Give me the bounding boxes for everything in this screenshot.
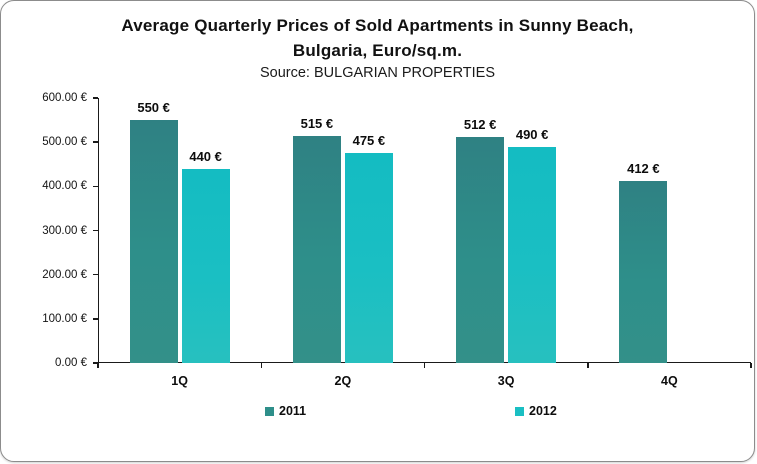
legend-item-2011: 2011 [265,404,306,418]
bar-2011-4q [619,181,668,363]
bar-group-2q: 515 € 475 € [261,98,424,363]
bar-2011-1q [129,120,178,363]
bar-2011-3q [456,136,505,363]
legend-swatch-2012 [515,406,524,416]
y-axis-tick-label: 400.00 € [42,180,87,193]
chart-title-line2: Bulgaria, Euro/sq.m. [292,40,463,60]
chart-title: Average Quarterly Prices of Sold Apartme… [1,14,754,63]
bar-value-label: 440 € [189,148,222,164]
y-axis-tick-label: 500.00 € [42,136,87,149]
y-axis-tick-label: 200.00 € [42,268,87,281]
y-axis-tick-mark [93,141,98,143]
legend-swatch-2011 [265,406,274,416]
y-axis-tick-mark [93,229,98,232]
legend-label-2012: 2012 [529,404,557,418]
bar-group-4q: 412 € [588,98,751,363]
bar-value-label: 550 € [137,100,170,116]
bar-value-label: 475 € [352,133,386,149]
x-axis-tick-mark [423,363,426,368]
plot-area [98,98,751,363]
bar-value-label: 515 € [300,115,334,131]
chart-title-line1: Average Quarterly Prices of Sold Apartme… [121,16,634,35]
x-axis-label-2q: 2Q [334,374,352,388]
bar-2012-3q [508,146,557,363]
y-axis-tick-mark [93,273,98,276]
x-axis-tick-mark [587,363,589,368]
y-axis-tick-label: 100.00 € [42,312,87,325]
y-axis-tick-mark [93,362,98,364]
y-axis-tick-label: 300.00 € [42,224,87,237]
bar-group-1q: 550 € 440 € [98,98,261,363]
bar-value-label: 412 € [627,161,660,177]
chart-source: Source: BULGARIAN PROPERTIES [259,65,496,81]
x-axis-label-4q: 4Q [661,374,678,388]
bar-2012-2q [344,153,393,363]
bar-2011-2q [292,135,341,363]
y-axis-tick-mark [93,318,98,320]
x-axis-tick-mark [260,363,262,368]
bar-value-label: 490 € [515,126,549,142]
y-axis-tick-mark [93,97,98,99]
y-axis-tick-label: 0.00 € [55,357,87,369]
legend-label-2011: 2011 [279,404,307,418]
bar-value-label: 512 € [463,116,497,132]
bar-2012-1q [181,168,230,363]
x-axis-label-3q: 3Q [497,374,515,388]
x-axis-label-1q: 1Q [171,374,188,388]
x-axis-tick-mark [750,363,752,368]
y-axis-tick-label: 600.00 € [42,92,87,104]
y-axis-tick-mark [93,185,98,188]
legend-item-2012: 2012 [515,404,557,418]
x-axis-tick-mark [97,363,99,368]
bar-group-3q: 512 € 490 € [425,98,588,363]
